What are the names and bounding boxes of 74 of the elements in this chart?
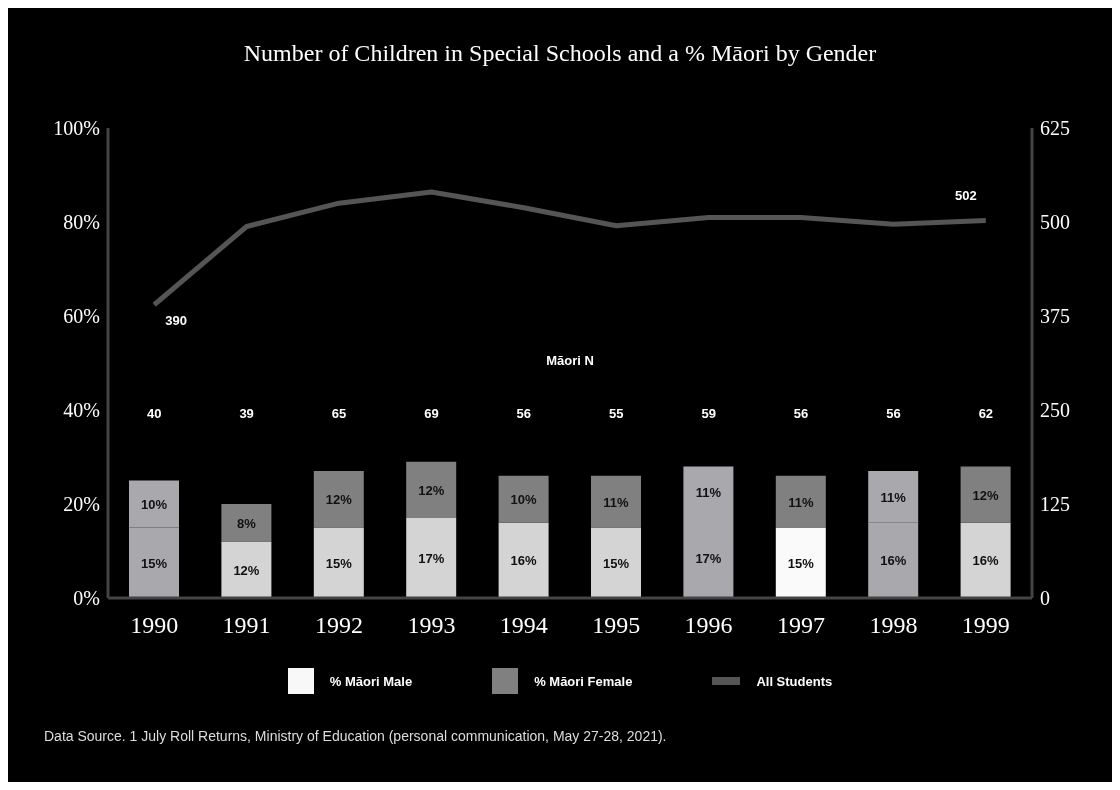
y2-tick-label: 250 (1040, 399, 1070, 422)
data-label: 10% (140, 497, 168, 512)
legend-label: % Māori Male (329, 673, 413, 689)
annotation: 59 (700, 406, 717, 421)
bar (406, 518, 457, 598)
y2-tick-label: 0 (1040, 587, 1050, 610)
data-label: 15% (325, 555, 353, 571)
bar (221, 504, 272, 542)
x-tick-label: 1991 (222, 612, 271, 639)
legend-label: All Students (756, 673, 833, 689)
x-tick-label: 1993 (407, 612, 456, 639)
annotation: 55 (608, 406, 625, 421)
y-tick-label: 80% (63, 211, 100, 234)
x-tick-label: 1990 (130, 612, 179, 639)
bar (775, 527, 826, 598)
data-label: 390 (165, 312, 188, 328)
x-tick-label: 1996 (684, 612, 733, 639)
bar (221, 541, 272, 598)
bar (775, 475, 826, 528)
y-tick-label: 40% (63, 399, 100, 422)
y2-tick-label: 375 (1040, 305, 1070, 328)
bar (406, 461, 457, 519)
y2-tick-label: 125 (1040, 493, 1070, 516)
y2-tick-label: 500 (1040, 211, 1070, 234)
data-label: 11% (603, 494, 630, 510)
bar (960, 522, 1011, 598)
x-tick-label: 1994 (499, 612, 548, 639)
bar (498, 522, 549, 598)
annotation: 62 (977, 406, 995, 421)
data-label: 16% (972, 553, 1000, 569)
data-label: 502 (954, 188, 977, 204)
data-label: 10% (510, 492, 538, 508)
data-label: 16% (510, 553, 538, 569)
annotation: Māori N (545, 353, 595, 368)
data-label: 12% (972, 487, 1000, 503)
data-label: 15% (787, 555, 815, 571)
data-label: 15% (602, 555, 630, 571)
y-tick-label: 100% (53, 117, 100, 140)
annotation: 56 (885, 406, 902, 421)
bar (313, 527, 364, 598)
data-label: 11% (788, 494, 814, 510)
bar (591, 527, 641, 598)
data-label: 15% (140, 555, 168, 571)
legend-label: % Māori Female (534, 673, 633, 689)
annotation: 56 (792, 406, 810, 421)
x-tick-label: 1997 (777, 612, 825, 639)
x-tick-label: 1998 (869, 612, 918, 639)
bar (313, 471, 364, 528)
y-tick-label: 60% (63, 305, 100, 328)
bar (498, 475, 549, 523)
data-label: 8% (237, 515, 257, 531)
annotation: 56 (515, 406, 533, 421)
annotation: 40 (145, 406, 163, 421)
chart-title: Number of Children in Special Schools and a % Māori by Gender (242, 39, 878, 68)
x-tick-label: 1999 (961, 612, 1010, 639)
y2-tick-label: 625 (1040, 117, 1070, 140)
y-tick-label: 0% (73, 587, 100, 610)
data-label: 17% (418, 551, 445, 567)
x-tick-label: 1992 (315, 612, 363, 639)
bar (960, 466, 1011, 523)
annotation: 65 (330, 406, 348, 421)
data-label: 12% (233, 562, 260, 578)
data-label: 12% (325, 492, 353, 508)
data-label: 16% (880, 553, 907, 569)
data-label: 11% (695, 485, 722, 501)
data-label: 17% (695, 551, 722, 567)
y-tick-label: 20% (63, 493, 100, 516)
x-tick-label: 1995 (592, 612, 641, 639)
annotation: 69 (423, 406, 440, 421)
data-label: 12% (418, 482, 445, 498)
data-label: 11% (880, 489, 907, 505)
source-note: Data Source. 1 July Roll Returns, Ministry of Education (personal communication, May 27-28, 2021). (44, 728, 668, 744)
annotation: 39 (238, 406, 255, 421)
bar (591, 475, 641, 528)
